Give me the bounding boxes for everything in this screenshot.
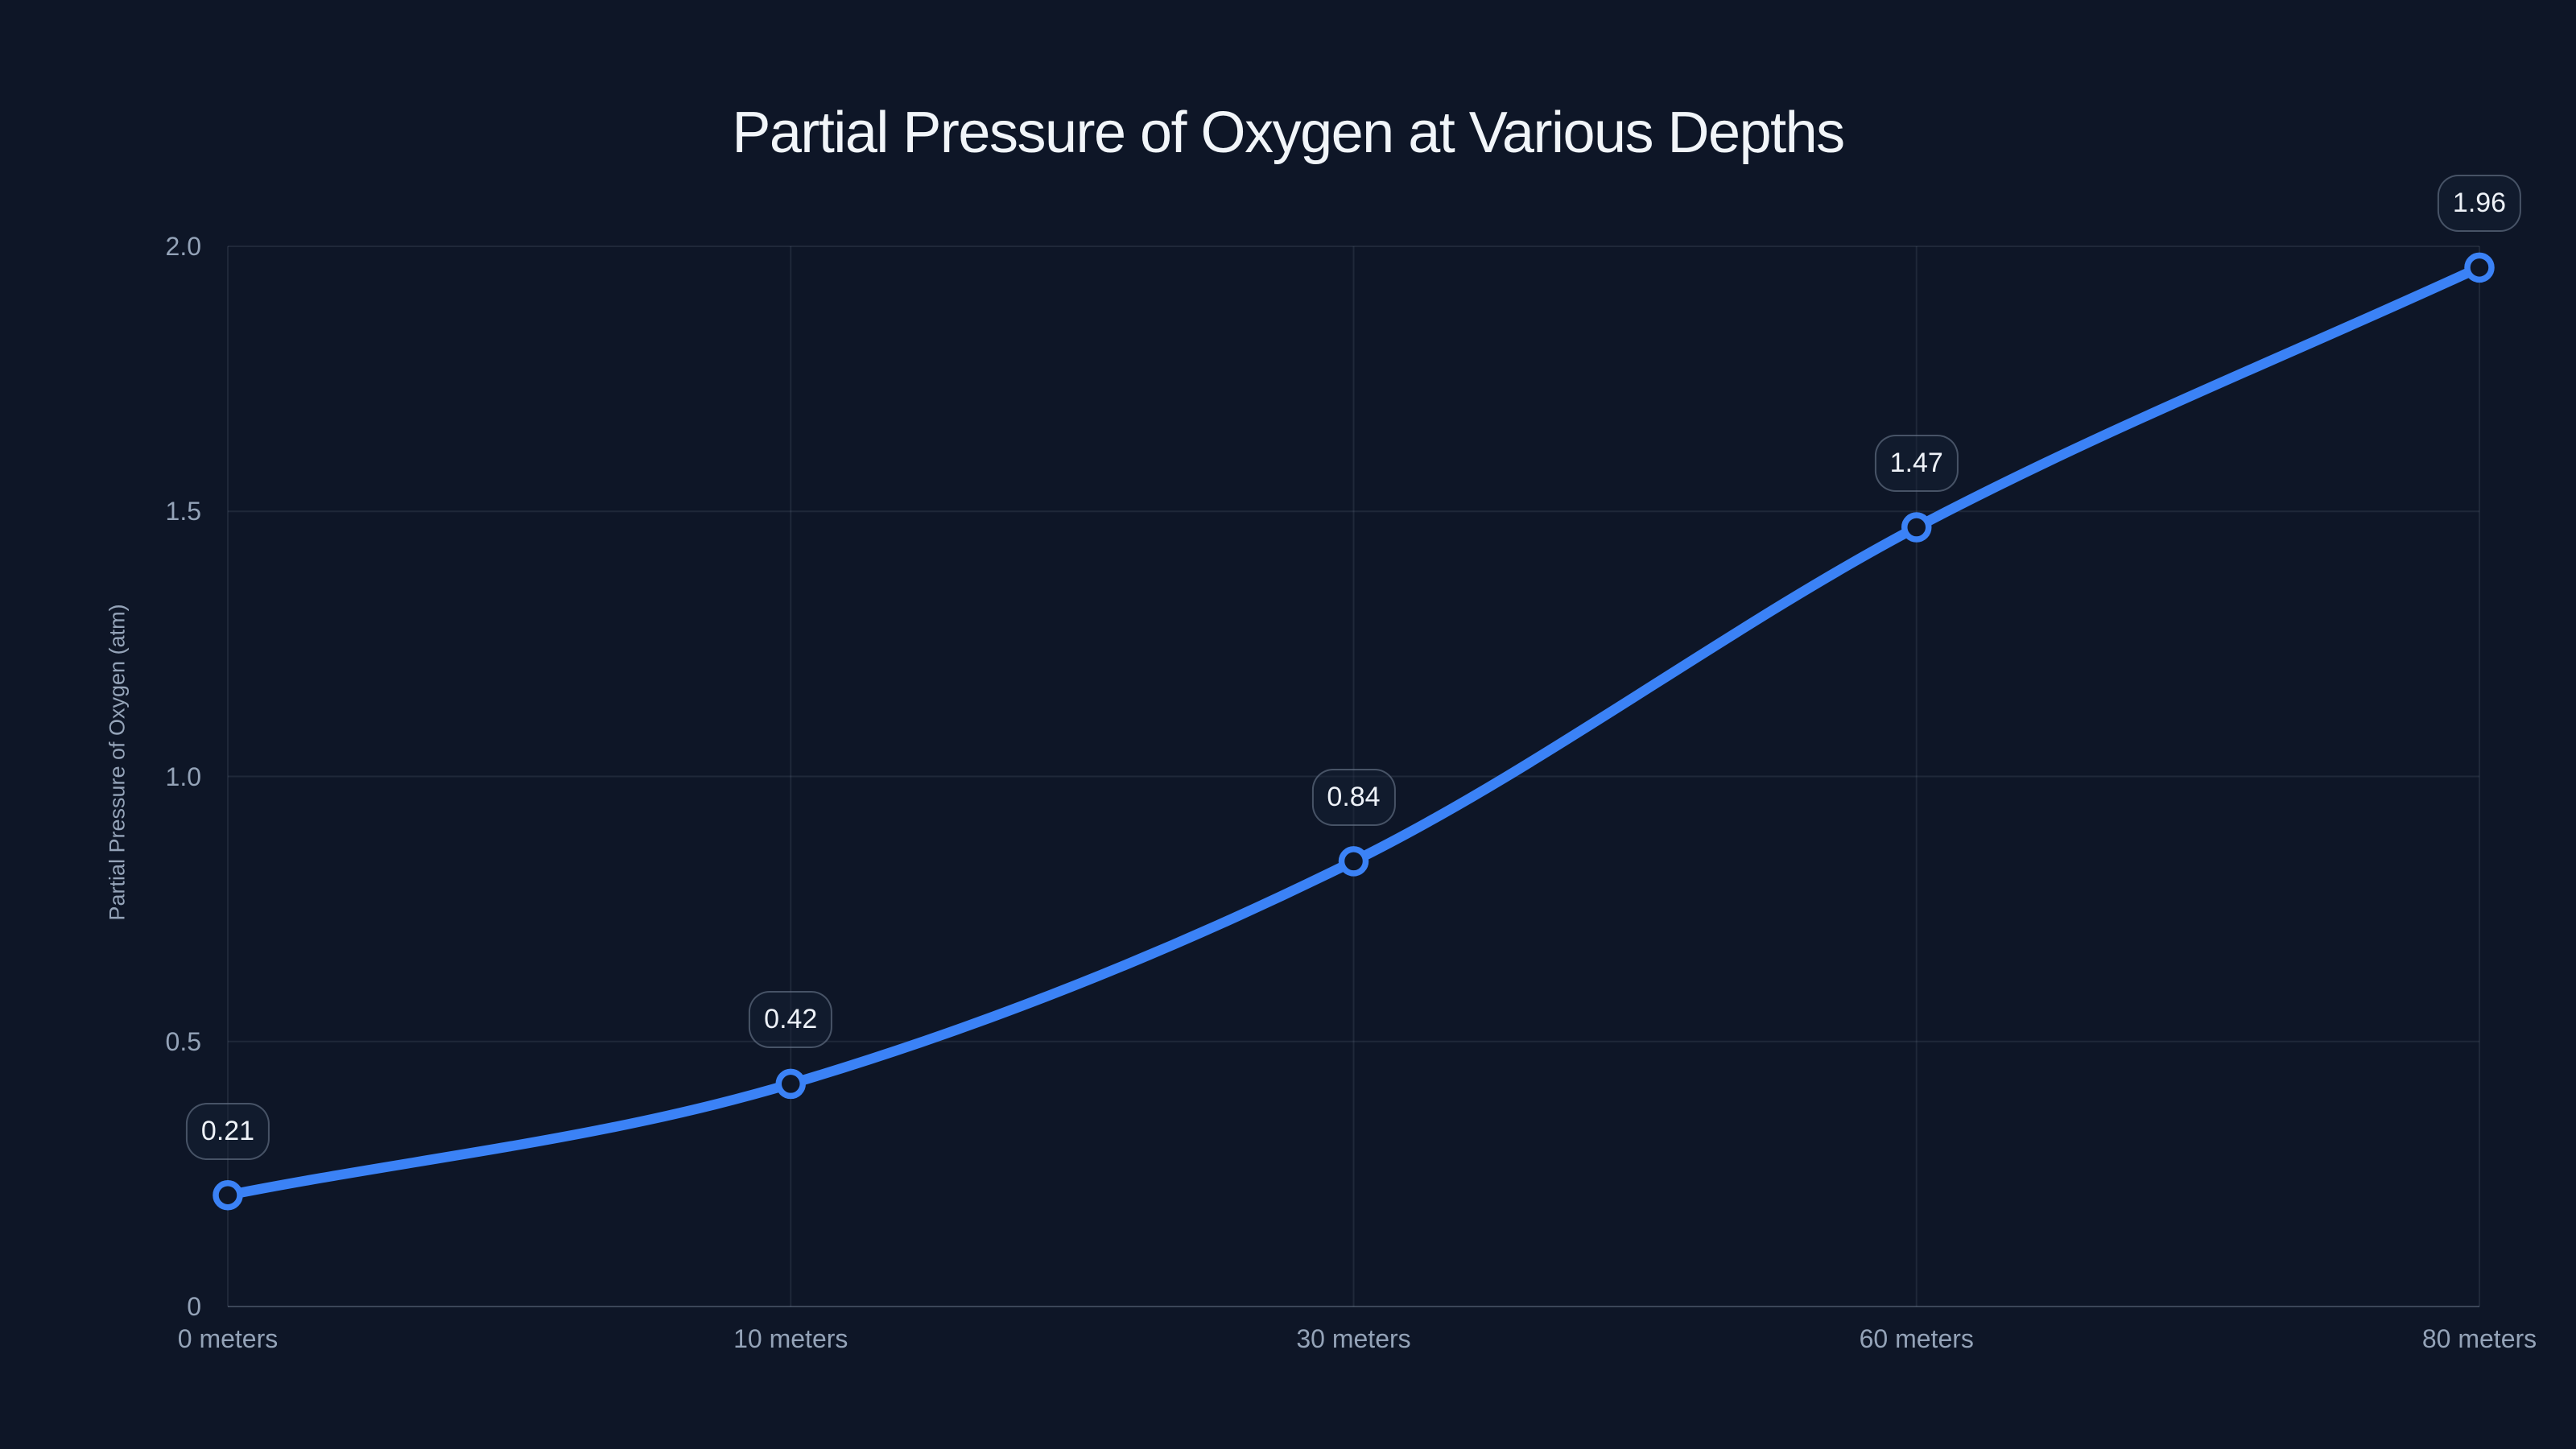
x-axis-tick-label: 0 meters <box>177 1324 279 1353</box>
y-axis-tick-label: 1.5 <box>165 497 201 526</box>
data-point-marker[interactable] <box>2464 252 2495 283</box>
data-point-marker[interactable] <box>1338 846 1369 877</box>
data-point-marker[interactable] <box>1901 512 1932 543</box>
data-point-label: 1.47 <box>1874 435 1959 492</box>
x-axis-tick-label: 80 meters <box>2421 1324 2537 1353</box>
data-point-label: 0.42 <box>749 991 833 1049</box>
data-point-marker[interactable] <box>213 1179 243 1211</box>
y-axis-tick-label: 0 <box>187 1292 201 1321</box>
y-axis-tick-label: 2.0 <box>165 232 201 261</box>
y-axis-tick-label: 1.0 <box>165 762 201 791</box>
x-axis-tick-label: 30 meters <box>1296 1324 1411 1353</box>
y-axis-tick-label: 0.5 <box>165 1026 201 1056</box>
x-axis-tick-label: 60 meters <box>1859 1324 1974 1353</box>
data-point-label: 0.21 <box>185 1102 270 1160</box>
x-axis-tick-label: 10 meters <box>733 1324 848 1353</box>
data-point-marker[interactable] <box>775 1068 806 1100</box>
chart-title: Partial Pressure of Oxygen at Various De… <box>732 101 1845 165</box>
data-point-label: 1.96 <box>2437 175 2522 233</box>
data-point-label: 0.84 <box>1311 768 1396 826</box>
